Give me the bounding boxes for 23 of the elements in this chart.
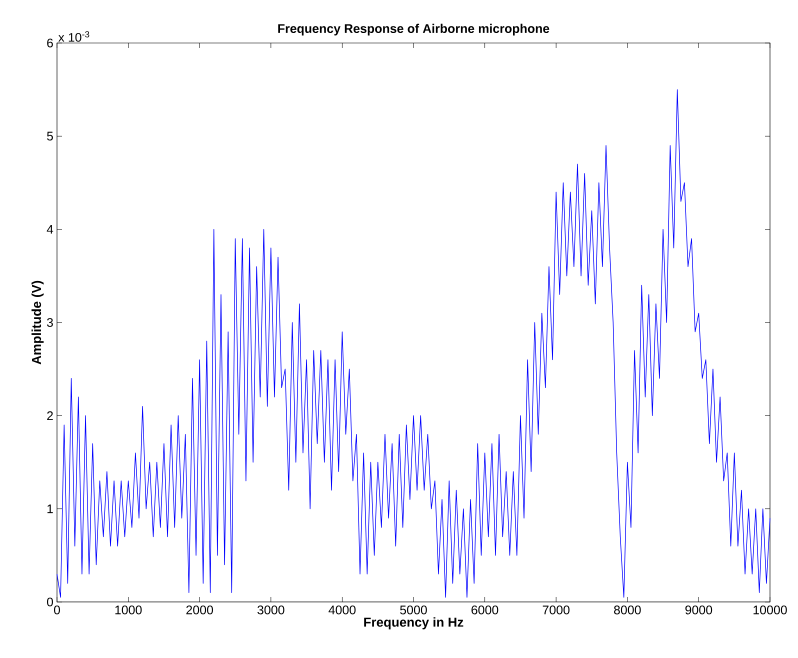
y-tick-label: 4 — [46, 225, 54, 234]
y-tick-label: 6 — [47, 38, 53, 48]
x-tick-label: 7000 — [542, 606, 570, 614]
line-series — [56, 89, 770, 598]
x-tick-label: 2000 — [186, 606, 214, 614]
y-tick-label: 0 — [47, 598, 53, 606]
x-tick-label: 1000 — [115, 606, 142, 614]
y-axis-title: Amplitude (V) — [32, 280, 44, 364]
y-tick-label: 5 — [47, 132, 53, 141]
x-axis-title: Frequency in Hz — [364, 617, 464, 630]
y-tick-label: 2 — [47, 411, 53, 420]
x-tick-label: 10000 — [754, 606, 787, 614]
y-tick-label: 1 — [47, 504, 53, 514]
x-tick-label: 0 — [54, 606, 60, 614]
text: x 10$^{-3}$ — [58, 31, 90, 42]
x-tick-label: 8000 — [614, 606, 641, 614]
x-tick-label: 3000 — [257, 606, 284, 614]
x-tick-label: 5000 — [400, 606, 427, 614]
x-tick-label: 9000 — [685, 606, 712, 614]
y-tick-label: 3 — [46, 318, 53, 327]
x-tick-label: 6000 — [472, 606, 498, 614]
x-tick-label: 4000 — [328, 606, 356, 614]
chart-title: Frequency Response of Airborne microphone — [278, 24, 550, 36]
